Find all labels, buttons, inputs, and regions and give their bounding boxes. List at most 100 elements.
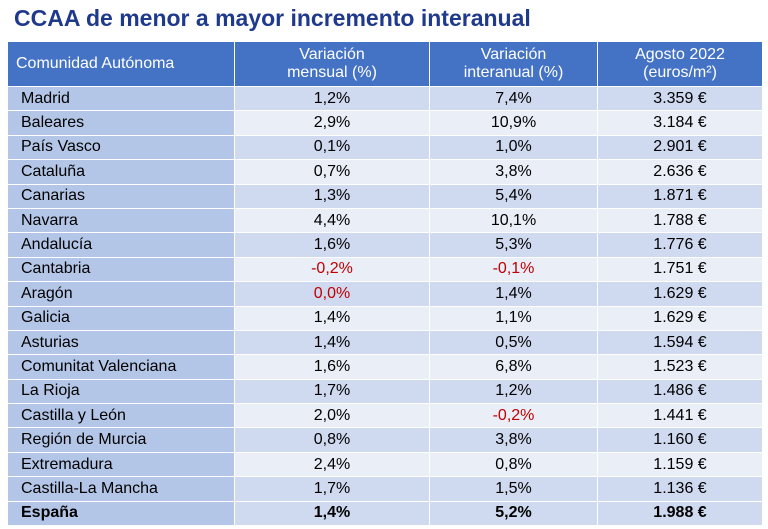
cell-precio: 3.359 € — [597, 85, 763, 112]
cell-comunidad: Cantabria — [7, 256, 235, 283]
cell-mensual: -0,2% — [234, 256, 430, 283]
cell-precio: 1.136 € — [597, 476, 763, 502]
cell-mensual: 0,8% — [234, 427, 430, 453]
cell-precio: 1.751 € — [597, 256, 763, 283]
header-precio-line2: (euros/m²) — [643, 64, 717, 81]
table-body: Madrid 1,2% 7,4% 3.359 € Baleares 2,9% 10,9% 3.… — [7, 85, 763, 527]
cell-interanual: 0,8% — [429, 451, 598, 478]
table-row: Castilla y León 2,0% -0,2% 1.441 € — [7, 403, 763, 429]
cell-mensual: 1,2% — [234, 85, 430, 112]
cell-comunidad-total: España — [7, 500, 235, 527]
cell-precio: 2.901 € — [597, 134, 763, 161]
table-row: Navarra 4,4% 10,1% 1.788 € — [7, 207, 763, 234]
cell-interanual: 7,4% — [429, 85, 598, 112]
cell-interanual: 1,0% — [429, 134, 598, 161]
table-row: Asturias 1,4% 0,5% 1.594 € — [7, 329, 763, 356]
cell-precio: 1.871 € — [597, 183, 763, 209]
header-variacion-interanual-line2: interanual (%) — [463, 64, 564, 81]
table-row: Galicia 1,4% 1,1% 1.629 € — [7, 305, 763, 331]
cell-mensual: 0,0% — [234, 281, 430, 307]
cell-interanual: -0,2% — [429, 403, 598, 429]
cell-precio: 1.159 € — [597, 451, 763, 478]
cell-comunidad: Aragón — [7, 281, 235, 307]
cell-mensual: 1,6% — [234, 354, 430, 380]
table-row: Madrid 1,2% 7,4% 3.359 € — [7, 85, 763, 112]
cell-mensual: 1,3% — [234, 183, 430, 209]
table-row: Cantabria -0,2% -0,1% 1.751 € — [7, 256, 763, 283]
cell-precio: 1.486 € — [597, 378, 763, 405]
cell-precio: 1.160 € — [597, 427, 763, 453]
cell-comunidad: Región de Murcia — [7, 427, 235, 453]
cell-mensual: 1,7% — [234, 476, 430, 502]
cell-mensual: 1,4% — [234, 305, 430, 331]
cell-mensual: 2,4% — [234, 451, 430, 478]
page-title: CCAA de menor a mayor incremento interan… — [14, 5, 531, 31]
cell-precio: 1.441 € — [597, 403, 763, 429]
cell-mensual-total: 1,4% — [234, 500, 430, 527]
cell-precio: 1.788 € — [597, 207, 763, 234]
cell-comunidad: Galicia — [7, 305, 235, 331]
cell-interanual: 1,1% — [429, 305, 598, 331]
table-row: Baleares 2,9% 10,9% 3.184 € — [7, 110, 763, 136]
cell-comunidad: Comunitat Valenciana — [7, 354, 235, 380]
cell-mensual: 4,4% — [234, 207, 430, 234]
cell-comunidad: Canarias — [7, 183, 235, 209]
cell-interanual: 1,5% — [429, 476, 598, 502]
cell-precio: 1.629 € — [597, 305, 763, 331]
cell-comunidad: Castilla y León — [7, 403, 235, 429]
cell-precio-total: 1.988 € — [597, 500, 763, 527]
table-row: Andalucía 1,6% 5,3% 1.776 € — [7, 232, 763, 258]
cell-mensual: 2,9% — [234, 110, 430, 136]
cell-interanual: 5,4% — [429, 183, 598, 209]
header-variacion-mensual-line2: mensual (%) — [287, 64, 377, 81]
cell-mensual: 2,0% — [234, 403, 430, 429]
cell-comunidad: Andalucía — [7, 232, 235, 258]
cell-mensual: 0,1% — [234, 134, 430, 161]
cell-comunidad: La Rioja — [7, 378, 235, 405]
cell-precio: 1.523 € — [597, 354, 763, 380]
cell-comunidad: País Vasco — [7, 134, 235, 161]
cell-interanual-total: 5,2% — [429, 500, 598, 527]
header-variacion-interanual-line1: Variación — [480, 46, 547, 63]
table-row-total: España 1,4% 5,2% 1.988 € — [7, 500, 763, 527]
cell-interanual: 10,9% — [429, 110, 598, 136]
cell-precio: 2.636 € — [597, 159, 763, 185]
cell-interanual: 6,8% — [429, 354, 598, 380]
cell-interanual: 1,4% — [429, 281, 598, 307]
cell-comunidad: Navarra — [7, 207, 235, 234]
header-variacion-mensual: Variación mensual (%) — [234, 41, 430, 87]
cell-interanual: 3,8% — [429, 159, 598, 185]
cell-precio: 1.776 € — [597, 232, 763, 258]
cell-comunidad: Madrid — [7, 85, 235, 112]
cell-comunidad: Baleares — [7, 110, 235, 136]
header-comunidad: Comunidad Autónoma — [7, 41, 235, 87]
cell-interanual: 0,5% — [429, 329, 598, 356]
header-precio: Agosto 2022 (euros/m²) — [597, 41, 763, 87]
table-row: Extremadura 2,4% 0,8% 1.159 € — [7, 451, 763, 478]
cell-interanual: 10,1% — [429, 207, 598, 234]
table-row: País Vasco 0,1% 1,0% 2.901 € — [7, 134, 763, 161]
cell-interanual: -0,1% — [429, 256, 598, 283]
header-variacion-mensual-line1: Variación — [299, 46, 365, 63]
cell-precio: 1.594 € — [597, 329, 763, 356]
header-variacion-interanual: Variación interanual (%) — [429, 41, 598, 87]
cell-mensual: 1,4% — [234, 329, 430, 356]
cell-mensual: 1,7% — [234, 378, 430, 405]
cell-comunidad: Castilla-La Mancha — [7, 476, 235, 502]
table-row: Cataluña 0,7% 3,8% 2.636 € — [7, 159, 763, 185]
cell-comunidad: Asturias — [7, 329, 235, 356]
cell-interanual: 3,8% — [429, 427, 598, 453]
header-row: Comunidad Autónoma Variación mensual (%)… — [7, 41, 763, 87]
cell-comunidad: Cataluña — [7, 159, 235, 185]
cell-comunidad: Extremadura — [7, 451, 235, 478]
header-precio-line1: Agosto 2022 — [635, 46, 725, 63]
ccaa-table: Comunidad Autónoma Variación mensual (%)… — [7, 41, 763, 527]
table-header: Comunidad Autónoma Variación mensual (%)… — [7, 41, 763, 87]
cell-mensual: 1,6% — [234, 232, 430, 258]
data-table-container: Comunidad Autónoma Variación mensual (%)… — [7, 41, 763, 527]
cell-precio: 1.629 € — [597, 281, 763, 307]
table-row: Región de Murcia 0,8% 3,8% 1.160 € — [7, 427, 763, 453]
table-row: Canarias 1,3% 5,4% 1.871 € — [7, 183, 763, 209]
table-row: La Rioja 1,7% 1,2% 1.486 € — [7, 378, 763, 405]
cell-precio: 3.184 € — [597, 110, 763, 136]
